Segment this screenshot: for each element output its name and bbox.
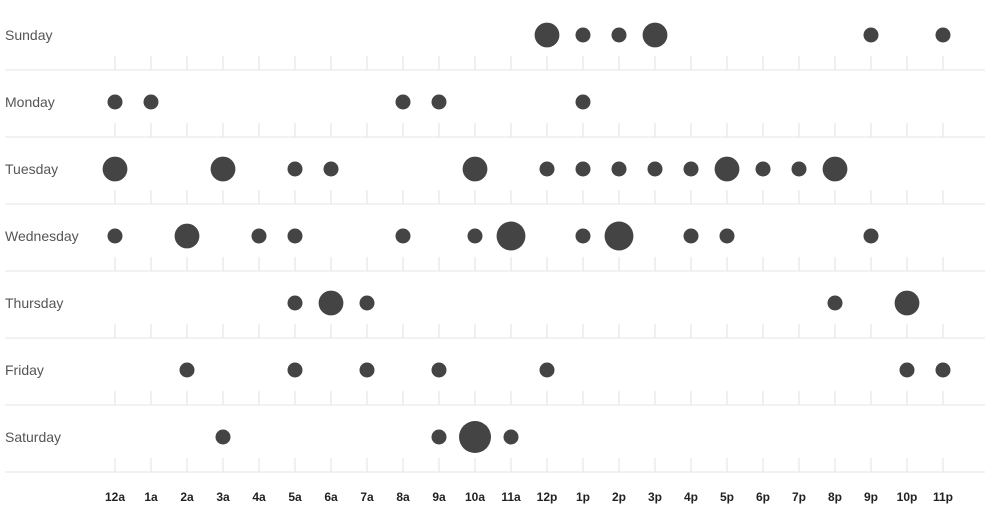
hour-label-6a: 6a [324,490,338,504]
hour-label-8p: 8p [828,490,842,504]
hour-label-8a: 8a [396,490,410,504]
hour-label-3p: 3p [648,490,662,504]
dot-wednesday-2a [174,223,200,249]
dot-thursday-7a [359,295,375,311]
dot-wednesday-5a [287,228,303,244]
hour-label-2p: 2p [612,490,626,504]
dot-tuesday-7p [791,161,807,177]
hour-label-5a: 5a [288,490,302,504]
dot-sunday-9p [863,27,879,43]
hour-label-9a: 9a [432,490,446,504]
dot-wednesday-2p [604,221,634,251]
hour-label-7p: 7p [792,490,806,504]
dot-sunday-1p [575,27,591,43]
dots [102,22,951,453]
dot-wednesday-4p [683,228,699,244]
dot-tuesday-12p [539,161,555,177]
hour-label-11a: 11a [501,490,521,504]
hour-label-10p: 10p [897,490,918,504]
dot-sunday-12p [534,22,560,48]
dot-tuesday-8p [822,156,848,182]
dot-tuesday-6p [755,161,771,177]
hour-label-10a: 10a [465,490,485,504]
day-label-tuesday: Tuesday [5,161,58,177]
dot-friday-7a [359,362,375,378]
hour-label-4a: 4a [252,490,266,504]
hour-label-5p: 5p [720,490,734,504]
hour-label-1a: 1a [144,490,158,504]
dot-wednesday-12a [107,228,123,244]
dot-tuesday-4p [683,161,699,177]
day-label-saturday: Saturday [5,429,61,445]
dot-sunday-11p [935,27,951,43]
dot-saturday-9a [431,429,447,445]
dot-friday-11p [935,362,951,378]
dot-monday-9a [431,94,447,110]
dot-wednesday-10a [467,228,483,244]
hour-label-3a: 3a [216,490,230,504]
dot-thursday-5a [287,295,303,311]
hour-label-4p: 4p [684,490,698,504]
dot-monday-1p [575,94,591,110]
dot-tuesday-5a [287,161,303,177]
dot-thursday-8p [827,295,843,311]
dot-wednesday-8a [395,228,411,244]
dot-tuesday-1p [575,161,591,177]
dot-wednesday-11a [496,221,526,251]
dot-sunday-3p [642,22,668,48]
dot-thursday-6a [318,290,344,316]
dot-friday-5a [287,362,303,378]
dot-saturday-10a [459,421,491,453]
dot-sunday-2p [611,27,627,43]
dot-tuesday-12a [102,156,128,182]
hour-label-12p: 12p [537,490,558,504]
hour-label-6p: 6p [756,490,770,504]
day-label-wednesday: Wednesday [5,228,79,244]
dot-friday-12p [539,362,555,378]
hour-label-9p: 9p [864,490,878,504]
dot-tuesday-10a [462,156,488,182]
day-labels: Sunday Monday Tuesday Wednesday Thursday Frid… [5,27,79,445]
dot-tuesday-3a [210,156,236,182]
day-label-friday: Friday [5,362,44,378]
dot-tuesday-5p [714,156,740,182]
dot-friday-2a [179,362,195,378]
hour-label-2a: 2a [180,490,194,504]
grid-layer [5,56,985,473]
dot-wednesday-5p [719,228,735,244]
dot-wednesday-9p [863,228,879,244]
hour-label-11p: 11p [933,490,953,504]
dot-monday-12a [107,94,123,110]
dot-wednesday-1p [575,228,591,244]
dot-monday-1a [143,94,159,110]
dot-tuesday-6a [323,161,339,177]
hour-label-12a: 12a [105,490,125,504]
dot-wednesday-4a [251,228,267,244]
day-label-sunday: Sunday [5,27,52,43]
day-label-monday: Monday [5,94,55,110]
dot-thursday-10p [894,290,920,316]
dot-monday-8a [395,94,411,110]
day-label-thursday: Thursday [5,295,63,311]
hour-label-1p: 1p [576,490,590,504]
dot-friday-9a [431,362,447,378]
dot-tuesday-2p [611,161,627,177]
hour-label-7a: 7a [360,490,374,504]
dot-saturday-11a [503,429,519,445]
dot-friday-10p [899,362,915,378]
dot-saturday-3a [215,429,231,445]
dot-tuesday-3p [647,161,663,177]
hour-labels: 12a 1a 2a 3a 4a 5a 6a 7a 8a 9a 10a 11a 12p 1p 2p 3p 4p 5p… [105,490,953,504]
